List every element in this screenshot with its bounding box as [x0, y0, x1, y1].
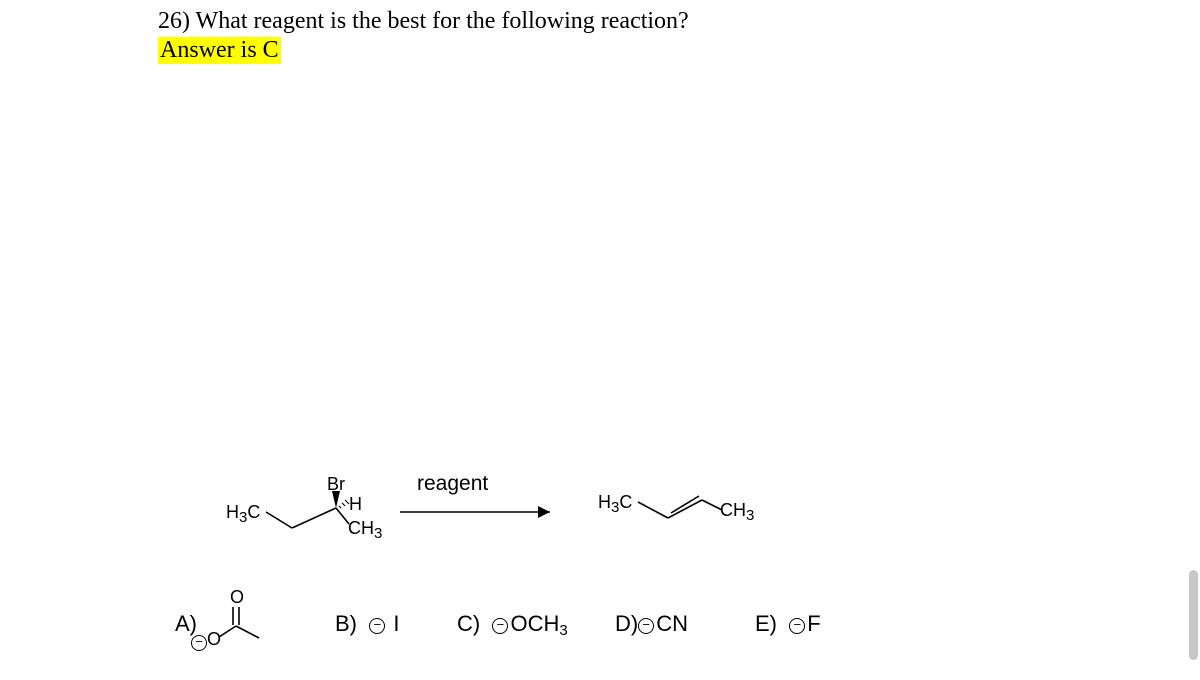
scrollbar-thumb[interactable] [1189, 570, 1198, 660]
br-label: Br [327, 474, 345, 495]
option-e-letter: E) [755, 611, 777, 636]
h-wedge-label: H [349, 494, 362, 515]
acetate-structure: O O − [201, 593, 281, 649]
option-a: A) O O − [175, 611, 197, 637]
acetate-o-top: O [230, 587, 244, 608]
option-b: B) − I [335, 611, 399, 637]
reaction-scheme: Br H CH3 H3C reagent [220, 478, 770, 548]
option-e-text: F [807, 611, 820, 636]
sm-ch3-label: CH3 [348, 518, 382, 542]
product-h3c-label: H3C [598, 492, 632, 516]
starting-material: Br H CH3 H3C [220, 478, 390, 548]
minus-icon: − [492, 618, 508, 634]
option-d-letter: D) [615, 611, 638, 636]
option-c-sub: 3 [559, 622, 567, 639]
product: H3C CH3 [592, 478, 762, 548]
option-c-text: OCH [510, 611, 559, 636]
option-c: C) −OCH3 [457, 611, 568, 639]
minus-icon: − [638, 618, 654, 634]
minus-icon: − [369, 618, 385, 634]
reaction-arrow [400, 502, 570, 522]
option-b-text: I [387, 611, 399, 636]
option-a-letter: A) [175, 611, 197, 636]
option-d: D)−CN [615, 611, 688, 637]
product-ch3-label: CH3 [720, 500, 754, 524]
options-row: A) O O − B) − I C) [175, 593, 975, 653]
question-text: 26) What reagent is the best for the fol… [158, 8, 689, 35]
reagent-label: reagent [417, 472, 488, 496]
option-d-text: CN [656, 611, 688, 636]
minus-icon: − [789, 618, 805, 634]
option-e: E) −F [755, 611, 821, 637]
option-b-letter: B) [335, 611, 357, 636]
page: 26) What reagent is the best for the fol… [0, 0, 1200, 680]
option-c-letter: C) [457, 611, 480, 636]
acetate-o-left: O [207, 629, 221, 650]
sm-h3c-label: H3C [226, 502, 260, 526]
answer-highlight: Answer is C [158, 37, 281, 64]
acetate-charge-icon: − [191, 635, 207, 651]
